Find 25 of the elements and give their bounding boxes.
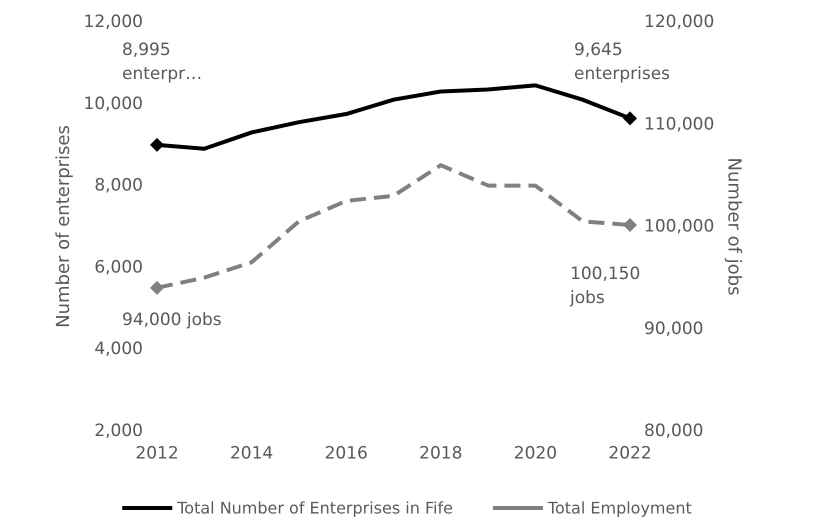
annotation: 94,000 jobs xyxy=(122,310,222,330)
annotation: 9,645 enterprises xyxy=(574,40,670,84)
y2-tick-label: 80,000 xyxy=(644,421,704,441)
x-tick-label: 2016 xyxy=(324,444,368,464)
y2-tick-label: 120,000 xyxy=(644,12,714,32)
x-tick-label: 2022 xyxy=(608,444,652,464)
x-tick-label: 2012 xyxy=(135,444,179,464)
y-tick-label: 8,000 xyxy=(94,176,143,196)
y2-tick-label: 100,000 xyxy=(644,216,714,236)
x-tick-label: 2014 xyxy=(230,444,274,464)
y-tick-label: 4,000 xyxy=(94,339,143,360)
y2-tick-label: 110,000 xyxy=(644,114,714,134)
annotation: 8,995 enterpr… xyxy=(122,40,202,84)
y2-tick-label: 90,000 xyxy=(644,318,704,339)
y-tick-label: 6,000 xyxy=(94,257,143,278)
y2-axis-title: Number of jobs xyxy=(724,158,745,296)
y-tick-label: 2,000 xyxy=(94,421,143,441)
legend-label: Total Number of Enterprises in Fife xyxy=(176,498,453,518)
y-tick-label: 12,000 xyxy=(84,12,143,32)
y-tick-label: 10,000 xyxy=(84,94,143,114)
y-axis-title: Number of enterprises xyxy=(53,125,74,328)
x-tick-label: 2018 xyxy=(419,444,462,464)
annotation: 100,150 jobs xyxy=(569,264,640,308)
legend-label: Total Employment xyxy=(546,498,692,518)
x-tick-label: 2020 xyxy=(514,444,558,464)
